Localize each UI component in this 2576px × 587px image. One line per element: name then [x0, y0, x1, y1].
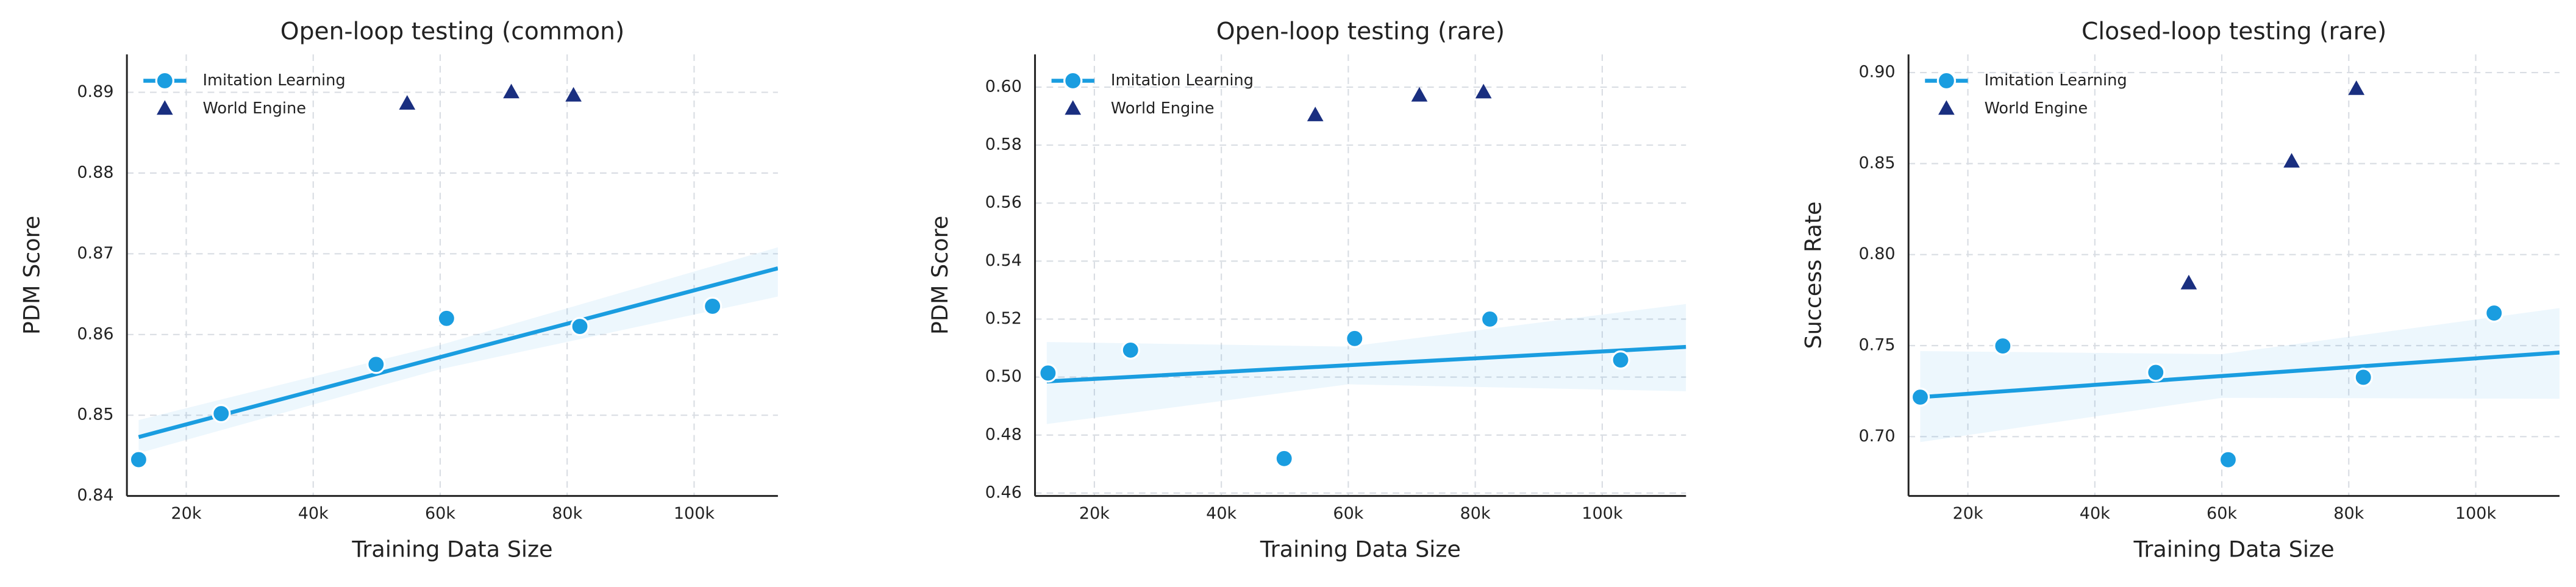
x-tick-label: 60k: [1333, 504, 1363, 523]
chart-title: Closed-loop testing (rare): [2082, 18, 2386, 46]
y-tick-label: 0.80: [1858, 244, 1895, 263]
y-tick-label: 0.46: [985, 483, 1022, 502]
legend-label: Imitation Learning: [1985, 71, 2127, 90]
data-point: [1307, 107, 1324, 121]
data-point: [399, 94, 416, 110]
data-point: [2283, 153, 2300, 168]
y-tick-label: 0.86: [77, 324, 113, 343]
y-tick-label: 0.50: [985, 367, 1022, 386]
legend-marker: [156, 100, 173, 115]
data-point: [1910, 387, 1930, 407]
data-point: [503, 84, 519, 99]
x-tick-label: 80k: [1460, 504, 1491, 523]
y-tick-label: 0.75: [1858, 335, 1895, 354]
data-point: [1475, 84, 1492, 99]
y-tick-label: 0.84: [77, 486, 113, 505]
x-tick-label: 20k: [1079, 504, 1110, 523]
x-axis-label: Training Data Size: [351, 536, 552, 562]
legend-label: World Engine: [1111, 99, 1215, 118]
legend-marker: [1065, 100, 1082, 115]
data-point: [570, 316, 590, 336]
data-point: [1611, 350, 1630, 370]
legend-marker: [1063, 71, 1083, 91]
data-point: [2180, 274, 2197, 290]
y-tick-label: 0.48: [985, 425, 1022, 444]
x-tick-label: 100k: [2455, 504, 2497, 523]
legend-label: Imitation Learning: [1111, 71, 1254, 90]
fit-line: [1920, 350, 2560, 399]
y-axis-label: PDM Score: [19, 216, 45, 335]
data-point: [1480, 309, 1500, 329]
chart-title: Open-loop testing (rare): [1216, 18, 1505, 46]
legend-label: Imitation Learning: [202, 71, 345, 90]
x-tick-label: 100k: [674, 504, 715, 523]
legend-label: World Engine: [1985, 99, 2088, 118]
x-tick-label: 60k: [425, 504, 455, 523]
data-point: [1274, 449, 1294, 468]
data-point: [565, 87, 582, 102]
data-point: [1993, 336, 2013, 356]
data-point: [702, 296, 722, 316]
x-tick-label: 100k: [1582, 504, 1623, 523]
y-tick-label: 0.85: [77, 405, 113, 424]
legend-label: World Engine: [202, 99, 306, 118]
y-axis-label: Success Rate: [1800, 201, 1827, 349]
x-axis-label: Training Data Size: [2133, 536, 2335, 562]
y-tick-label: 0.70: [1858, 427, 1895, 446]
confidence-band: [138, 247, 778, 454]
y-tick-label: 0.88: [77, 163, 113, 182]
y-tick-label: 0.58: [985, 135, 1022, 154]
legend-marker: [1936, 71, 1957, 91]
x-tick-label: 20k: [1953, 504, 1983, 523]
legend-marker: [1938, 100, 1955, 115]
x-axis-label: Training Data Size: [1260, 536, 1461, 562]
y-tick-label: 0.52: [985, 309, 1022, 328]
x-tick-label: 20k: [171, 504, 201, 523]
data-point: [1345, 329, 1365, 349]
data-point: [2146, 363, 2166, 382]
x-tick-label: 40k: [2080, 504, 2110, 523]
y-tick-label: 0.60: [985, 77, 1022, 96]
y-tick-label: 0.89: [77, 82, 113, 101]
x-tick-label: 80k: [552, 504, 582, 523]
legend-marker: [155, 71, 174, 91]
data-point: [1411, 87, 1428, 102]
y-tick-label: 0.56: [985, 193, 1022, 212]
plot-area: [138, 247, 778, 454]
data-point: [129, 450, 149, 469]
plot-area: [1046, 304, 1686, 424]
data-point: [366, 355, 386, 374]
data-point: [2218, 450, 2238, 469]
fit-line: [138, 266, 778, 439]
fit-line: [1046, 344, 1686, 383]
data-point: [1038, 363, 1058, 383]
y-tick-label: 0.90: [1858, 63, 1895, 82]
data-point: [2348, 80, 2365, 95]
y-tick-label: 0.54: [985, 251, 1022, 270]
data-point: [2353, 368, 2373, 387]
chart-title: Open-loop testing (common): [280, 18, 625, 46]
plot-area: [1920, 308, 2560, 443]
data-point: [2485, 303, 2504, 323]
data-point: [437, 308, 457, 328]
data-point: [1121, 340, 1140, 360]
x-tick-label: 40k: [1206, 504, 1236, 523]
x-tick-label: 60k: [2207, 504, 2237, 523]
y-tick-label: 0.85: [1858, 154, 1895, 173]
y-tick-label: 0.87: [77, 244, 113, 263]
x-tick-label: 80k: [2333, 504, 2364, 523]
y-axis-label: PDM Score: [927, 216, 953, 335]
x-tick-label: 40k: [298, 504, 329, 523]
data-point: [212, 404, 231, 424]
